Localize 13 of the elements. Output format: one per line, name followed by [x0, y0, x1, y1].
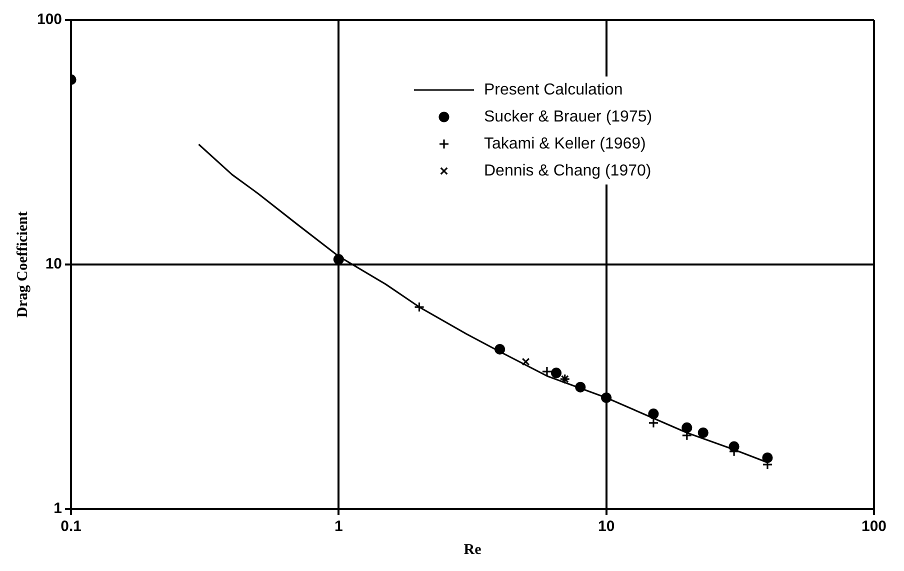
legend-label: Takami & Keller (1969) — [484, 135, 646, 152]
x-tick-label: 100 — [861, 518, 887, 536]
y-tick-label: 10 — [45, 256, 62, 273]
x-tick-label: 1 — [334, 518, 343, 536]
legend-label: Sucker & Brauer (1975) — [484, 108, 652, 126]
legend-label: Present Calculation — [484, 81, 623, 98]
y-axis-title: Drag Coefficient — [14, 211, 31, 318]
x-axis-title: Re — [464, 542, 482, 558]
x-tick-label: 10 — [598, 518, 615, 536]
x-tick-label: 0.1 — [60, 518, 82, 536]
y-tick-label: 100 — [36, 11, 62, 28]
y-tick-label: 1 — [54, 500, 62, 518]
legend-label: Dennis & Chang (1970) — [484, 162, 652, 180]
